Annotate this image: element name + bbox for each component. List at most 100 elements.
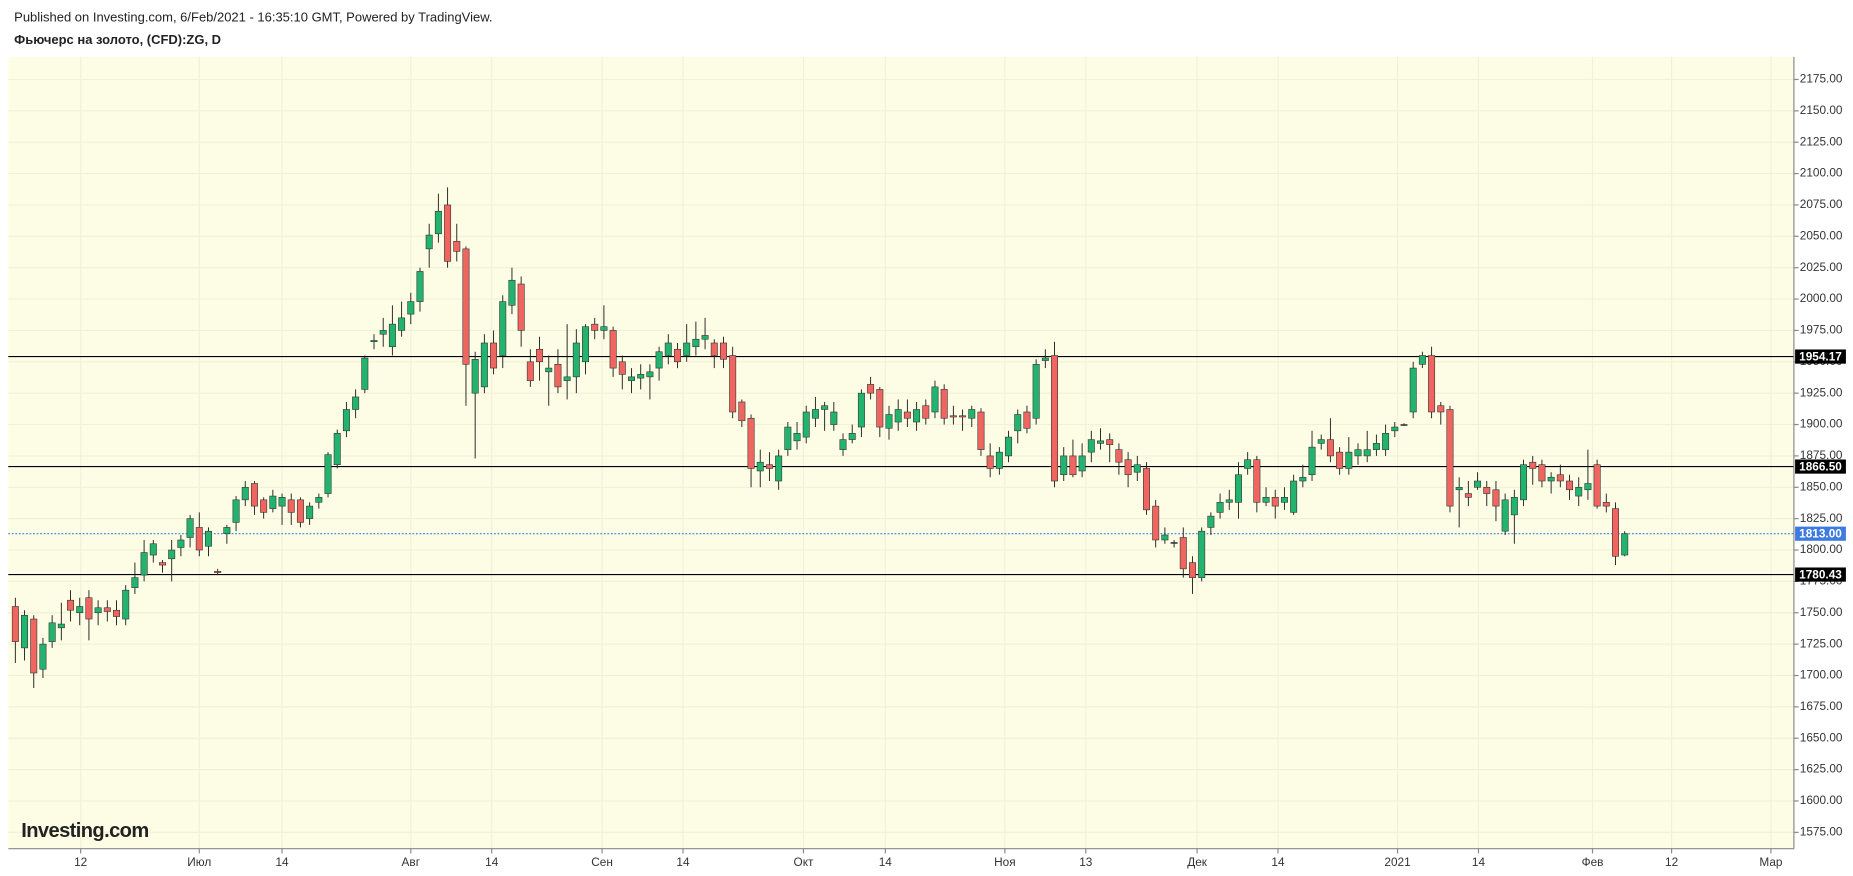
- candle-body: [11, 606, 19, 642]
- candle-body: [1097, 440, 1104, 444]
- candle-body: [867, 384, 875, 394]
- candle-body: [260, 499, 268, 513]
- candle-body: [986, 455, 994, 469]
- candle-body: [499, 301, 507, 356]
- candle-body: [370, 340, 378, 343]
- candle-body: [526, 361, 534, 381]
- candle-body: [977, 411, 985, 450]
- candle-body: [462, 248, 470, 365]
- candle-body: [1556, 474, 1564, 482]
- candle-body: [1225, 499, 1233, 503]
- candle-body: [885, 414, 893, 429]
- candle-body: [1492, 489, 1500, 507]
- candle-body: [1400, 424, 1408, 426]
- candle-body: [122, 589, 130, 620]
- candle-body: [57, 623, 65, 629]
- candle-body: [995, 451, 1003, 469]
- x-tick-label: Авг: [402, 855, 420, 869]
- candle-body: [186, 518, 194, 538]
- candle-body: [352, 396, 360, 410]
- candle-body: [545, 367, 553, 373]
- candle-body: [1290, 480, 1298, 513]
- candle-body: [1372, 443, 1380, 450]
- candle-body: [232, 499, 240, 523]
- y-tick-label: 1750.00: [1800, 605, 1843, 619]
- candle-body: [710, 342, 718, 356]
- candle-body: [1418, 355, 1426, 365]
- candle-body: [692, 338, 700, 348]
- logo: Investing.com: [21, 820, 148, 842]
- candle-body: [1464, 493, 1472, 498]
- candle-body: [278, 497, 286, 507]
- candle-body: [775, 455, 783, 482]
- price-badge-label: 1813.00: [1799, 526, 1842, 540]
- candle-body: [287, 499, 295, 513]
- candle-body: [793, 433, 801, 442]
- candle-body: [204, 530, 212, 547]
- candle-body: [1391, 426, 1399, 432]
- candle-body: [471, 358, 479, 394]
- candle-body: [1060, 455, 1068, 476]
- candle-body: [821, 405, 829, 410]
- candle-body: [655, 351, 663, 369]
- x-tick-label: Окт: [794, 855, 814, 869]
- candle-body: [1529, 461, 1537, 469]
- candle-body: [1253, 459, 1261, 503]
- x-tick-label: 12: [1665, 855, 1678, 869]
- price-badge: [1795, 567, 1846, 582]
- grid: [8, 56, 1794, 849]
- x-tick-label: 2021: [1384, 855, 1410, 869]
- candle-body: [296, 499, 304, 523]
- candle-body: [683, 342, 691, 356]
- candle-body: [1547, 476, 1555, 482]
- candle-body: [398, 317, 406, 331]
- candle-body: [903, 411, 911, 419]
- y-tick-label: 2000.00: [1800, 291, 1843, 305]
- candle-body: [1143, 468, 1150, 511]
- y-tick-label: 1675.00: [1800, 699, 1843, 713]
- candle-body: [195, 527, 203, 551]
- candle-body: [628, 376, 635, 381]
- price-badge: [1795, 526, 1846, 541]
- candle-body: [618, 361, 626, 375]
- x-tick-label: 14: [1271, 855, 1285, 869]
- candle-body: [140, 552, 148, 576]
- candle-body: [434, 210, 442, 235]
- y-tick-label: 2125.00: [1800, 134, 1843, 148]
- y-tick-label: 1575.00: [1800, 824, 1843, 838]
- candle-body: [1308, 446, 1316, 476]
- candle-body: [1382, 433, 1390, 450]
- price-badge: [1795, 349, 1846, 364]
- candle-body: [765, 464, 773, 469]
- candle-body: [857, 392, 865, 428]
- candle-body: [1271, 497, 1279, 507]
- candle-body: [1041, 357, 1049, 361]
- candle-body: [388, 323, 396, 348]
- y-tick-label: 1625.00: [1800, 762, 1843, 776]
- candle-body: [425, 234, 433, 250]
- y-tick-label: 2050.00: [1800, 228, 1843, 242]
- y-tick-label: 1825.00: [1800, 511, 1843, 525]
- x-tick-label: 13: [1079, 855, 1093, 869]
- candle-body: [444, 204, 452, 262]
- y-tick-label: 1875.00: [1800, 448, 1843, 462]
- candle-body: [1161, 534, 1169, 541]
- candle-body: [664, 342, 672, 356]
- candle-body: [1299, 476, 1307, 482]
- candle-body: [379, 330, 387, 335]
- candle-body: [572, 342, 580, 378]
- candle-body: [756, 461, 764, 472]
- candle-body: [1566, 480, 1574, 491]
- candle-body: [848, 433, 856, 440]
- candle-body: [85, 597, 93, 620]
- y-tick-label: 1900.00: [1800, 417, 1843, 431]
- candle-body: [1051, 355, 1059, 482]
- candle-body: [729, 355, 737, 413]
- candle-body: [1014, 414, 1022, 432]
- candle-body: [333, 433, 341, 465]
- candle-body: [1133, 464, 1141, 473]
- candle-body: [673, 348, 681, 363]
- candle-body: [747, 417, 755, 469]
- candle-body: [940, 389, 948, 419]
- candle-body: [131, 577, 139, 588]
